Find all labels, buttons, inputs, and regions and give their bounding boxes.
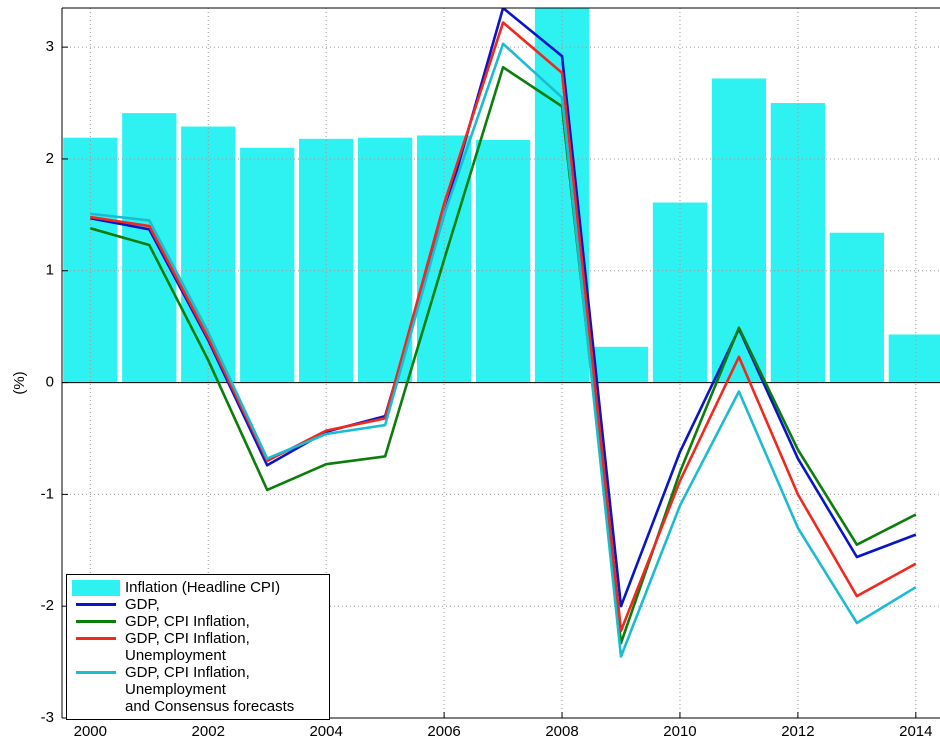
- bar: [770, 103, 826, 383]
- x-tick-label: 2002: [192, 723, 225, 740]
- bar: [593, 346, 649, 383]
- legend-entry: Inflation (Headline CPI): [67, 579, 329, 596]
- x-tick-label: 2008: [545, 723, 578, 740]
- line-series: [90, 21, 917, 633]
- plot-area: [62, 8, 940, 718]
- legend-label: GDP, CPI Inflation, Unemployment: [125, 630, 250, 664]
- legend-label: GDP, CPI Inflation,: [125, 613, 250, 630]
- legend-label: GDP,: [125, 596, 160, 613]
- y-tick-label: 3: [46, 38, 54, 55]
- bar: [888, 334, 940, 383]
- y-tick-label: -3: [41, 709, 54, 726]
- x-tick-label: 2004: [309, 723, 342, 740]
- x-tick-label: 2000: [74, 723, 107, 740]
- bar: [240, 147, 295, 383]
- y-tick-label: -1: [41, 485, 54, 502]
- legend-entry: GDP, CPI Inflation, Unemployment: [67, 630, 329, 664]
- legend: Inflation (Headline CPI) GDP, GDP, CPI Inf…: [66, 574, 330, 720]
- legend-swatch: [67, 579, 125, 596]
- line-series: [89, 65, 917, 645]
- legend-entry: GDP, CPI Inflation,: [67, 613, 329, 630]
- bar: [358, 137, 413, 383]
- x-tick-label: 2014: [899, 723, 932, 740]
- x-tick-label: 2010: [663, 723, 696, 740]
- swatch: [76, 620, 116, 623]
- y-axis-label: (%): [11, 371, 28, 394]
- legend-label: Inflation (Headline CPI): [125, 579, 281, 596]
- swatch: [76, 671, 116, 674]
- legend-swatch: [67, 596, 125, 613]
- bar: [829, 232, 884, 383]
- y-tick-label: 0: [46, 374, 54, 391]
- x-tick-label: 2006: [427, 723, 460, 740]
- swatch: [76, 637, 116, 640]
- legend-label: GDP, CPI Inflation, Unemployment and Con…: [125, 664, 295, 715]
- x-tick-label: 2012: [781, 723, 814, 740]
- y-tick-label: -2: [41, 597, 54, 614]
- swatch: [72, 579, 120, 596]
- y-tick-label: 2: [46, 150, 54, 167]
- bar: [475, 139, 531, 383]
- swatch: [76, 603, 116, 606]
- legend-swatch: [67, 630, 125, 647]
- bar: [711, 78, 767, 383]
- legend-swatch: [67, 664, 125, 681]
- line-series: [90, 42, 917, 658]
- y-tick-label: 1: [46, 262, 54, 279]
- legend-entry: GDP, CPI Inflation, Unemployment and Con…: [67, 664, 329, 715]
- legend-swatch: [67, 613, 125, 630]
- legend-entry: GDP,: [67, 596, 329, 613]
